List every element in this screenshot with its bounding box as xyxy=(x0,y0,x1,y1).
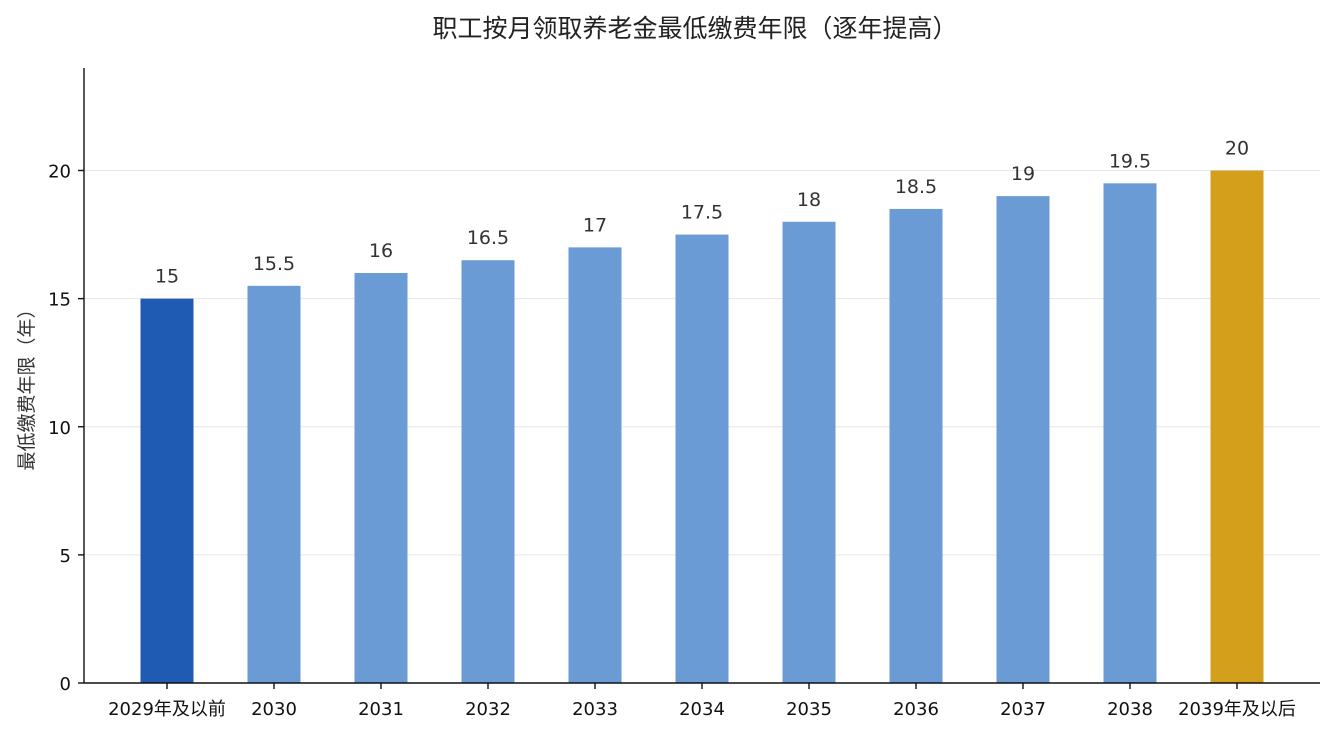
bar-value-label: 19 xyxy=(1011,163,1035,185)
bar xyxy=(140,298,194,683)
bar-value-label: 16 xyxy=(369,240,393,262)
y-ticks-layer: 0 5 10 15 20 xyxy=(48,162,84,695)
bar xyxy=(889,208,943,683)
bar-value-label: 17 xyxy=(583,214,607,236)
bar xyxy=(782,221,836,683)
x-tick-label: 2029年及以前 xyxy=(108,699,226,720)
y-tick-label: 15 xyxy=(48,290,71,311)
y-tick-label: 0 xyxy=(60,674,71,695)
bar-value-label: 19.5 xyxy=(1109,150,1151,172)
x-tick-label: 2032 xyxy=(465,699,511,720)
x-tick-label: 2038 xyxy=(1107,699,1153,720)
bar xyxy=(354,273,408,683)
x-tick-label: 2039年及以后 xyxy=(1178,699,1296,720)
bar-value-label: 15 xyxy=(155,266,179,288)
bar-value-label: 18.5 xyxy=(895,176,937,198)
bar-value-label: 16.5 xyxy=(467,227,509,249)
bar xyxy=(461,260,515,683)
x-tick-label: 2036 xyxy=(893,699,939,720)
x-tick-label: 2031 xyxy=(358,699,404,720)
bar xyxy=(1103,183,1157,683)
x-tick-label: 2033 xyxy=(572,699,618,720)
bar xyxy=(568,247,622,683)
bar xyxy=(1210,170,1264,683)
bar-value-label: 20 xyxy=(1225,138,1249,160)
bars-layer xyxy=(140,170,1264,683)
x-tick-label: 2034 xyxy=(679,699,725,720)
y-tick-label: 10 xyxy=(48,418,71,439)
chart-title: 职工按月领取养老金最低缴费年限（逐年提高） xyxy=(432,14,957,43)
bar-value-label: 17.5 xyxy=(681,202,723,224)
bar xyxy=(996,196,1050,683)
x-tick-label: 2030 xyxy=(251,699,297,720)
bar xyxy=(675,234,729,683)
bar xyxy=(247,285,301,683)
y-tick-label: 20 xyxy=(48,162,71,183)
x-ticks-layer: 2029年及以前 2030 2031 2032 2033 2034 2035 2036 2037… xyxy=(108,683,1296,720)
x-tick-label: 2035 xyxy=(786,699,832,720)
bar-value-label: 15.5 xyxy=(253,253,295,275)
y-tick-label: 5 xyxy=(60,546,71,567)
value-labels-layer: 15 15.5 16 16.5 17 17.5 18 18.5 19 19.5 20 xyxy=(155,138,1249,288)
y-axis-label: 最低缴费年限（年） xyxy=(16,299,38,470)
x-tick-label: 2037 xyxy=(1000,699,1046,720)
bar-value-label: 18 xyxy=(797,189,821,211)
